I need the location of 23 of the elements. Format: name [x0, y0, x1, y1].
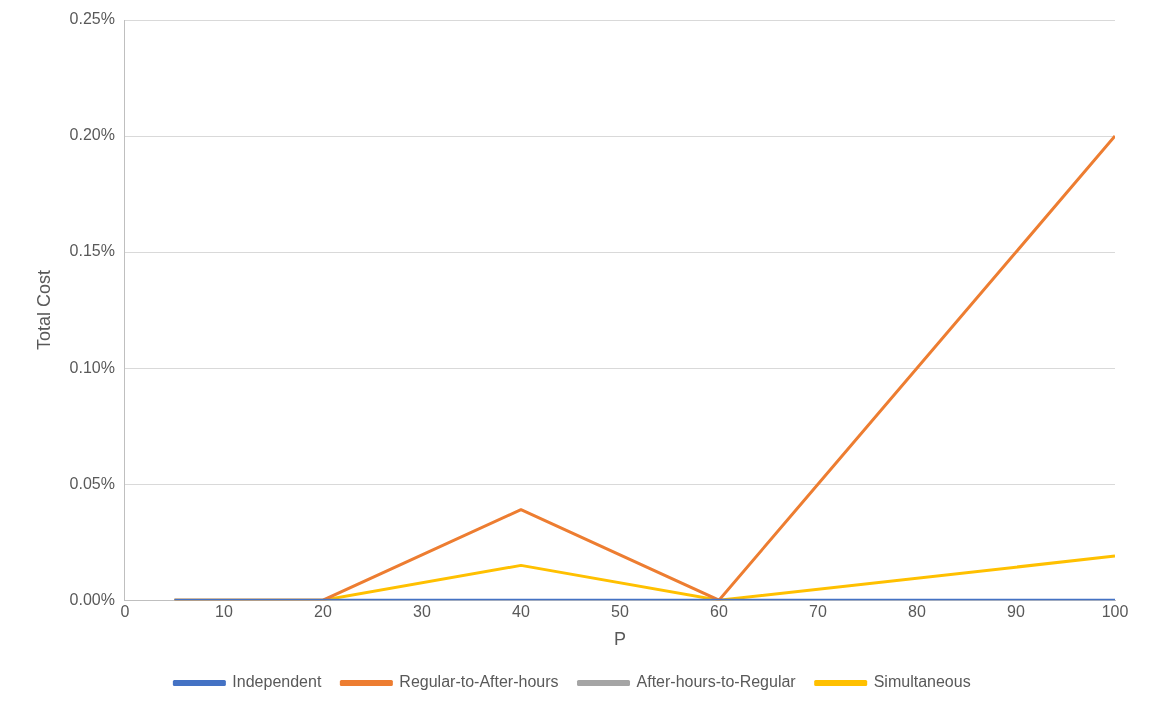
x-tick-label: 60 — [710, 603, 728, 621]
x-tick-label: 30 — [413, 603, 431, 621]
legend-label: Independent — [232, 673, 322, 691]
y-tick-label: 0.05% — [69, 474, 115, 492]
legend-label: Simultaneous — [873, 673, 971, 691]
y-tick-label: 0.00% — [69, 590, 115, 608]
y-tick-label: 0.10% — [69, 358, 115, 376]
y-axis-title: Total Cost — [33, 270, 54, 351]
y-tick-label: 0.20% — [69, 126, 115, 144]
legend-label: After-hours-to-Regular — [636, 673, 797, 691]
x-axis-title: P — [613, 629, 626, 650]
x-tick-label: 90 — [1007, 603, 1025, 621]
legend-label: Regular-to-After-hours — [399, 673, 559, 691]
x-tick-label: 40 — [512, 603, 530, 621]
x-tick-label: 20 — [314, 603, 332, 621]
y-tick-label: 0.15% — [69, 242, 115, 260]
x-tick-label: 100 — [1101, 603, 1129, 621]
x-tick-label: 10 — [215, 603, 233, 621]
x-tick-label: 50 — [611, 603, 629, 621]
x-tick-label: 80 — [908, 603, 926, 621]
x-tick-label: 0 — [120, 603, 130, 621]
x-tick-label: 70 — [809, 603, 827, 621]
y-tick-label: 0.25% — [69, 10, 115, 28]
